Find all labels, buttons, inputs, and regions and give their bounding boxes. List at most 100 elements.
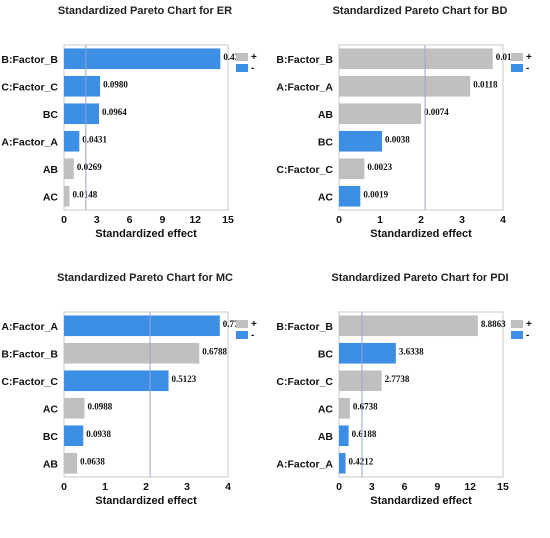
chart-bd-svg: Standardized Pareto Chart for BD B:Factor… [276,5,532,240]
data-label: 0.0118 [473,79,498,89]
category-label: BC [43,109,59,121]
bar-ac [64,397,85,419]
x-tick-label: 1 [102,481,108,493]
data-label: 0.6738 [353,401,378,411]
category-label: B:Factor_B [1,348,58,360]
bar-b-factor-b [64,48,221,70]
legend-positive-label: + [251,319,257,330]
category-label: B:Factor_B [276,321,333,333]
data-label: 3.6338 [399,346,424,356]
data-label: 0.0023 [367,162,392,172]
bar-ab [64,452,78,474]
chart-mc-svg: Standardized Pareto Chart for MC A:Factor… [1,272,257,507]
data-label: 8.8863 [481,319,506,329]
legend-negative-label: - [526,63,529,74]
legend-positive-swatch [236,320,248,328]
category-label: BC [318,348,334,360]
chart-mc: Standardized Pareto Chart for MC A:Factor… [0,267,275,533]
category-label: AC [318,403,334,415]
x-tick-label: 1 [377,214,383,226]
x-tick-label: 0 [336,214,342,226]
bar-a-factor-a [64,315,220,337]
legend-negative-swatch [236,331,248,339]
data-label: 0.0938 [86,429,111,439]
x-tick-label: 0 [61,214,67,226]
category-label: AC [43,191,59,203]
legend-negative-swatch [511,64,523,72]
data-label: 0.7738 [223,319,248,329]
chart-pdi: Standardized Pareto Chart for PDI B:Facto… [275,267,550,533]
category-label: C:Factor_C [276,164,333,176]
category-label: AB [43,458,59,470]
plot-frame [338,311,504,478]
legend-positive-swatch [511,53,523,61]
data-label: 0.0148 [72,189,97,199]
category-label: A:Factor_A [276,458,333,470]
x-tick-label: 2 [418,214,424,226]
bar-c-factor-c [339,158,365,180]
x-tick-label: 6 [402,481,408,493]
x-tick-label: 12 [189,214,201,226]
chart-er: Standardized Pareto Chart for ER B:Factor… [0,0,275,266]
bar-ab [64,158,74,180]
bar-ac [339,185,361,207]
bar-b-factor-b [64,342,200,364]
x-tick-label: 3 [369,481,375,493]
bar-ac [64,185,70,207]
data-label: 0.0431 [82,134,107,144]
bar-bc [339,130,383,152]
category-label: B:Factor_B [276,54,333,66]
data-label: 0.6188 [352,429,377,439]
bar-a-factor-a [339,452,346,474]
data-label: 0.0038 [385,134,410,144]
legend-negative-label: - [251,63,254,74]
data-label: 0.0988 [88,401,113,411]
data-label: 2.7738 [385,374,410,384]
x-axis-label: Standardized effect [370,495,472,507]
x-axis-label: Standardized effect [370,228,472,240]
category-label: AB [318,431,334,443]
legend-negative-swatch [511,331,523,339]
category-label: C:Factor_C [1,376,58,388]
legend-positive-label: + [526,52,532,63]
legend-positive-swatch [236,53,248,61]
data-label: 0.0269 [77,162,102,172]
bar-ac [339,397,350,419]
data-label: 0.4212 [349,456,374,466]
category-label: C:Factor_C [276,376,333,388]
bar-bc [339,342,396,364]
category-label: A:Factor_A [1,321,58,333]
category-label: A:Factor_A [276,81,333,93]
category-label: AB [43,164,59,176]
chart-title: Standardized Pareto Chart for MC [57,272,233,284]
x-tick-label: 0 [61,481,67,493]
data-label: 0.0139 [496,52,521,62]
data-label: 0.6788 [202,346,227,356]
data-label: 0.0964 [102,107,127,117]
chart-title: Standardized Pareto Chart for ER [58,5,232,17]
bar-a-factor-a [339,75,471,97]
bar-c-factor-c [64,370,169,392]
category-label: BC [318,136,334,148]
x-tick-label: 2 [143,481,149,493]
bar-c-factor-c [64,75,101,97]
legend-positive-label: + [251,52,257,63]
x-tick-label: 4 [500,214,506,226]
x-tick-label: 15 [497,481,509,493]
bar-ab [339,103,421,125]
bar-c-factor-c [339,370,382,392]
chart-er-svg: Standardized Pareto Chart for ER B:Factor… [1,5,257,240]
data-label: 0.4336 [223,52,248,62]
x-axis-label: Standardized effect [95,495,197,507]
bar-bc [64,103,99,125]
bar-bc [64,425,84,447]
bar-b-factor-b [339,48,493,70]
data-label: 0.5123 [172,374,197,384]
data-label: 0.0074 [424,107,449,117]
category-label: B:Factor_B [1,54,58,66]
legend-negative-label: - [526,330,529,341]
x-tick-label: 6 [127,214,133,226]
legend-positive-swatch [511,320,523,328]
chart-title: Standardized Pareto Chart for BD [333,5,508,17]
legend-negative-swatch [236,64,248,72]
